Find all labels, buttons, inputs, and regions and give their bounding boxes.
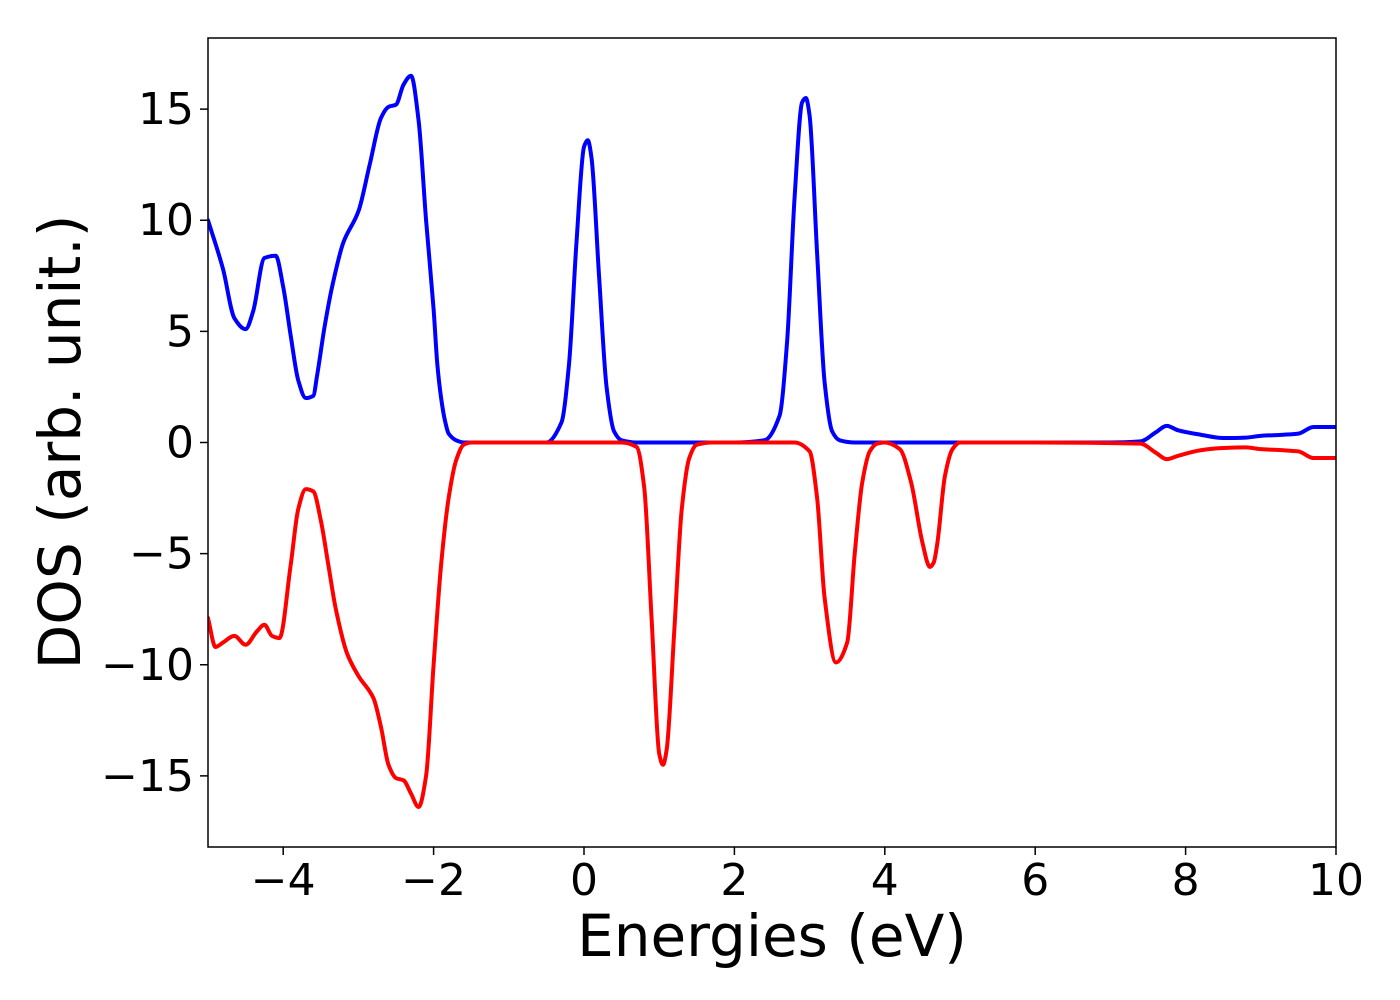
x-tick-label: 8 <box>1172 855 1200 906</box>
y-axis: 15 10 5 0 −5 −10 −15 <box>101 84 208 802</box>
y-tick-label: 10 <box>138 195 194 246</box>
x-tick-label: 4 <box>871 855 899 906</box>
x-tick-label: −2 <box>401 855 466 906</box>
x-tick-label: 10 <box>1308 855 1364 906</box>
y-tick-label: 0 <box>166 418 194 469</box>
series-layer <box>208 73 1336 809</box>
y-tick-label: −5 <box>129 529 194 580</box>
x-axis-title: Energies (eV) <box>577 902 967 970</box>
y-tick-label: −15 <box>101 751 194 802</box>
x-tick-label: 6 <box>1021 855 1049 906</box>
series-line-spin-down <box>208 440 1336 809</box>
y-tick-label: −10 <box>101 640 194 691</box>
x-axis: −4 −2 0 2 4 6 8 10 <box>251 847 1364 906</box>
y-tick-label: 15 <box>138 84 194 135</box>
y-tick-label: 5 <box>166 306 194 357</box>
x-tick-label: −4 <box>251 855 316 906</box>
x-tick-label: 0 <box>570 855 598 906</box>
y-axis-title: DOS (arb. unit.) <box>26 215 94 670</box>
x-tick-label: 2 <box>720 855 748 906</box>
